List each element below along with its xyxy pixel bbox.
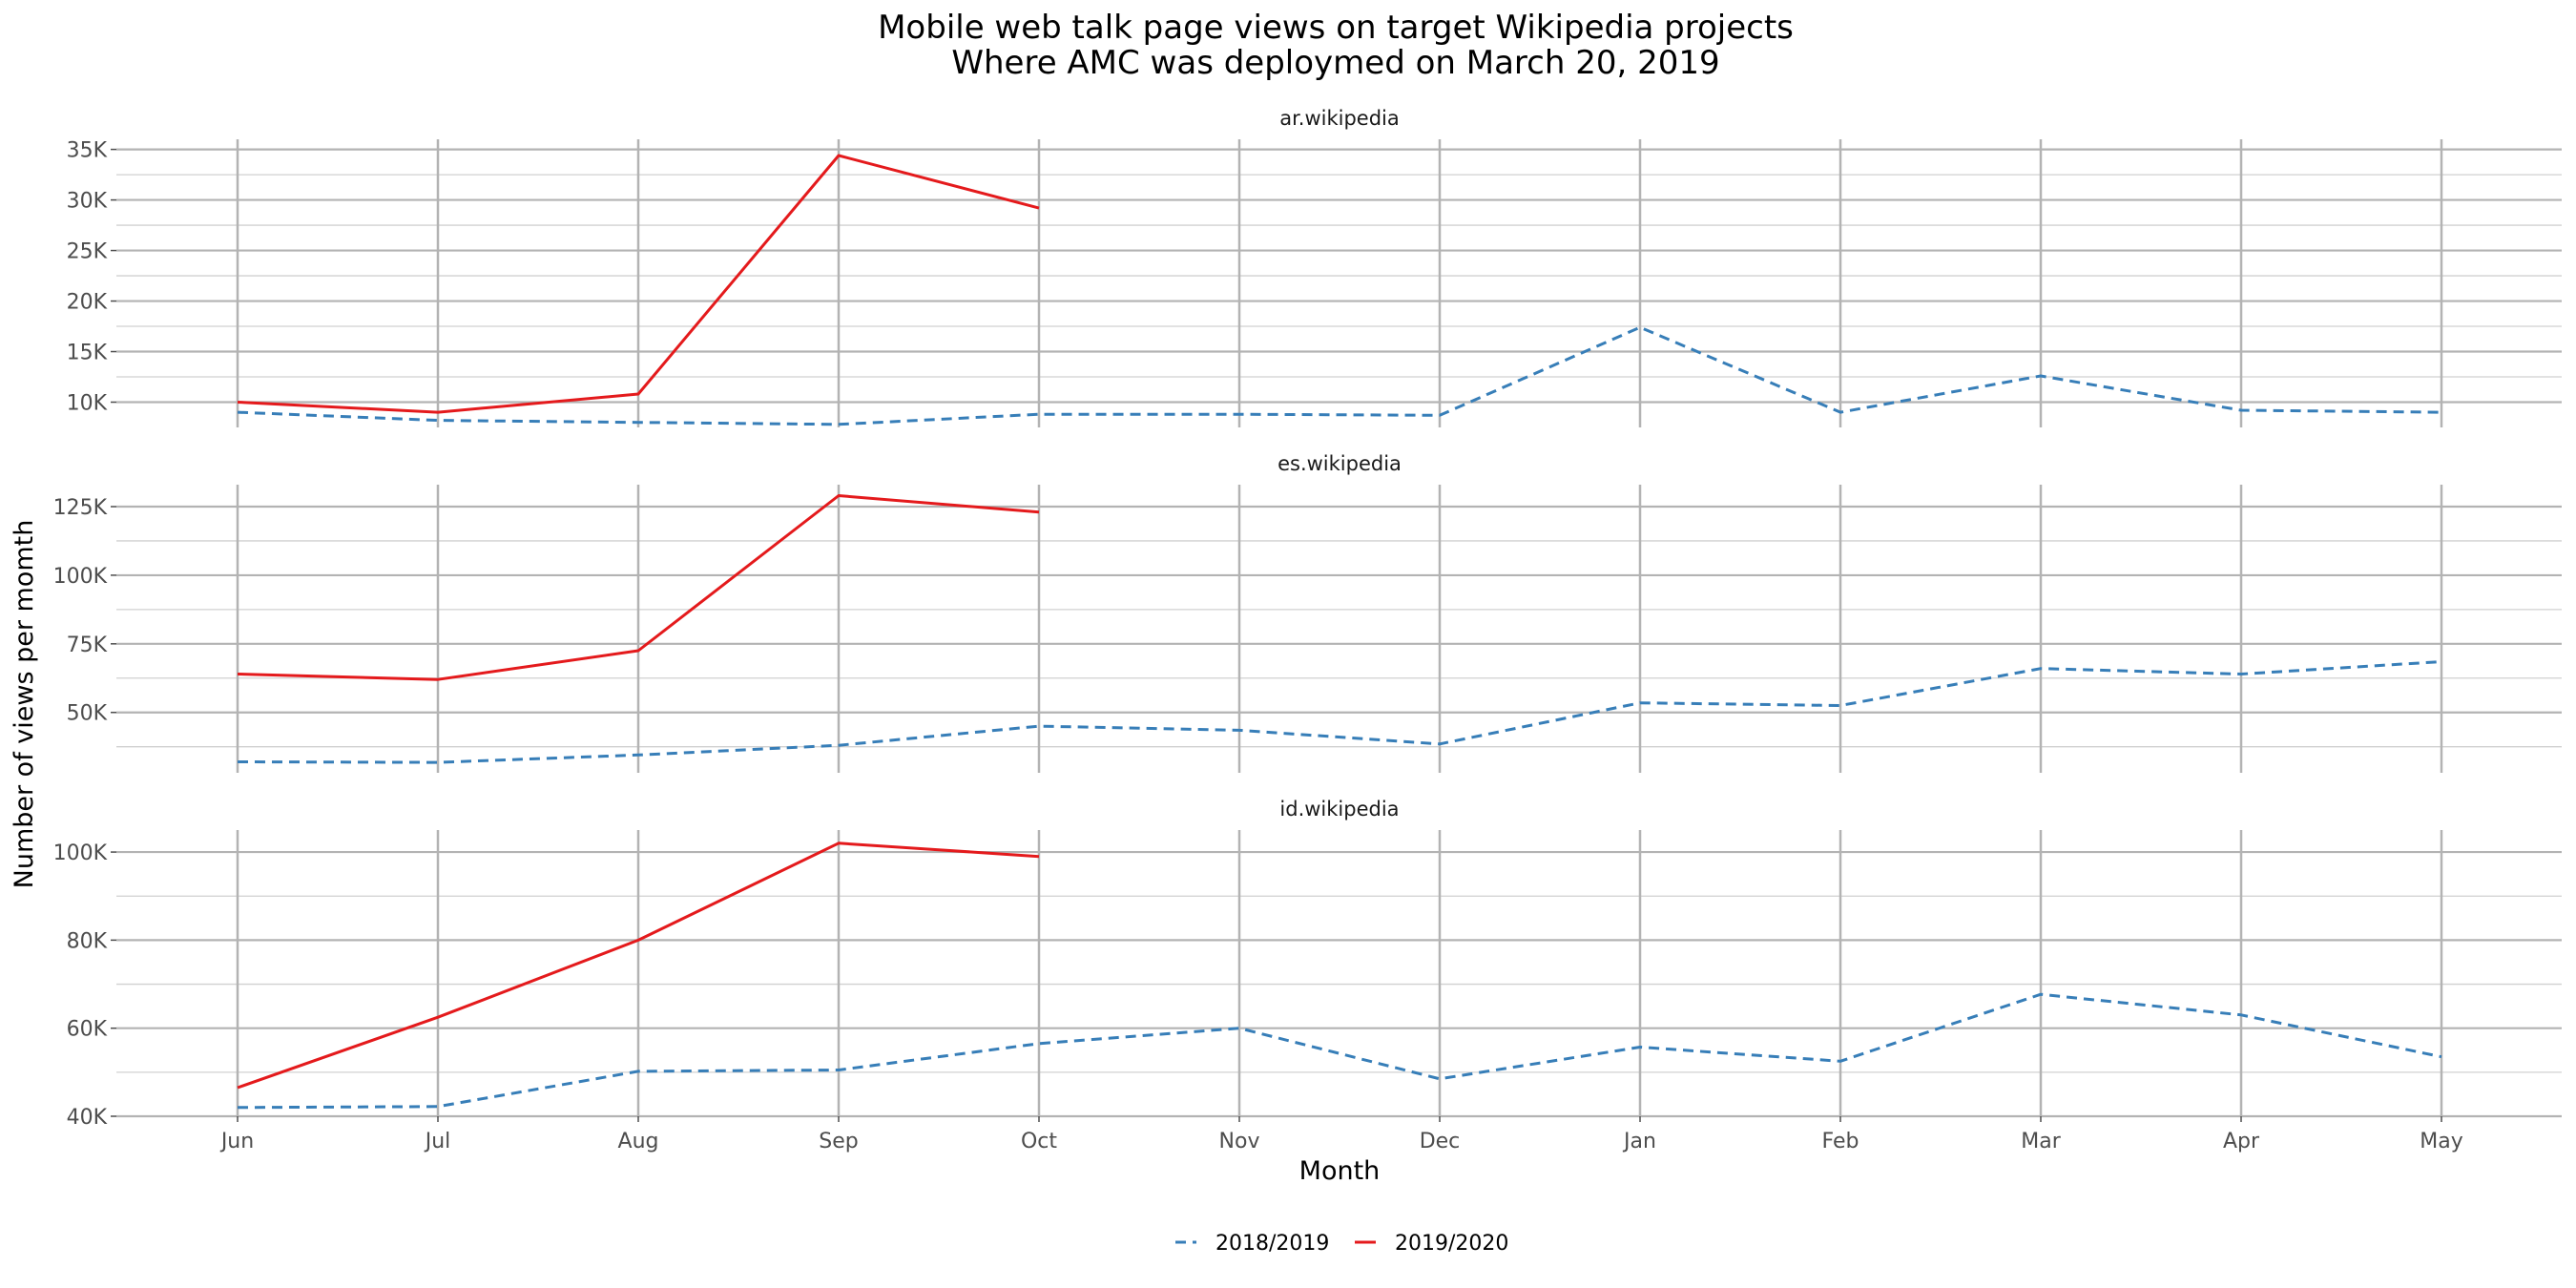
y-tick-label: 50K [67, 702, 108, 726]
x-tick-label: May [2420, 1130, 2462, 1153]
x-tick-label: Sep [819, 1130, 858, 1153]
y-tick-label: 15K [67, 342, 108, 365]
y-tick-label: 75K [67, 634, 108, 657]
y-tick-label: 60K [67, 1018, 108, 1042]
y-tick-label: 80K [67, 929, 108, 953]
x-tick-label: Apr [2223, 1130, 2260, 1153]
legend-label: 2019/2020 [1395, 1232, 1508, 1256]
series-line-2019-2020 [237, 841, 1040, 1090]
x-tick-label: Aug [618, 1130, 659, 1153]
x-tick-label: Mar [2021, 1130, 2061, 1153]
series-line-2018-2019 [237, 660, 2442, 764]
x-tick-label: Jul [424, 1130, 451, 1153]
series-line-2018-2019 [237, 325, 2442, 426]
x-tick-label: Nov [1219, 1130, 1260, 1153]
panel-title: id.wikipedia [1279, 798, 1399, 821]
panel-es-wikipedia: es.wikipedia 50K 75K 100K 125K [53, 452, 2562, 773]
x-tick-label: Jun [219, 1130, 254, 1153]
y-tick-label: 40K [67, 1106, 108, 1130]
panels: ar.wikipedia 10K 15K 20K 25K 30K 35K es.wikiped… [53, 107, 2562, 1130]
panel-title: es.wikipedia [1278, 452, 1402, 475]
series-line-2019-2020 [237, 494, 1040, 681]
y-tick-label: 25K [67, 240, 108, 264]
x-axis: Jun Jul Aug Sep Oct Nov Dec Jan Feb Mar Apr May [219, 1116, 2463, 1153]
legend-label: 2018/2019 [1215, 1232, 1329, 1256]
panel-id-wikipedia: id.wikipedia 40K 60K 80K 100K [53, 798, 2562, 1130]
y-tick-label: 35K [67, 139, 108, 163]
y-tick-label: 100K [53, 841, 108, 865]
y-tick-label: 10K [67, 392, 108, 416]
panel-ar-wikipedia: ar.wikipedia 10K 15K 20K 25K 30K 35K [67, 107, 2562, 427]
x-axis-title: Month [1299, 1156, 1381, 1186]
series-line-2018-2019 [237, 992, 2442, 1110]
x-tick-label: Dec [1420, 1130, 1461, 1153]
y-tick-label: 100K [53, 565, 108, 589]
y-axis-title: Number of views per momth [10, 520, 39, 889]
chart-title: Mobile web talk page views on target Wik… [878, 9, 1794, 47]
y-tick-label: 20K [67, 291, 108, 315]
legend: 2018/2019 2019/2020 [1175, 1232, 1508, 1256]
x-tick-label: Feb [1822, 1130, 1859, 1153]
panel-title: ar.wikipedia [1279, 107, 1400, 130]
x-tick-label: Oct [1021, 1130, 1057, 1153]
series-line-2019-2020 [237, 154, 1040, 414]
y-tick-label: 30K [67, 190, 108, 214]
x-tick-label: Jan [1622, 1130, 1656, 1153]
y-tick-label: 125K [53, 496, 108, 520]
chart-subtitle: Where AMC was deploymed on March 20, 201… [951, 44, 1719, 82]
